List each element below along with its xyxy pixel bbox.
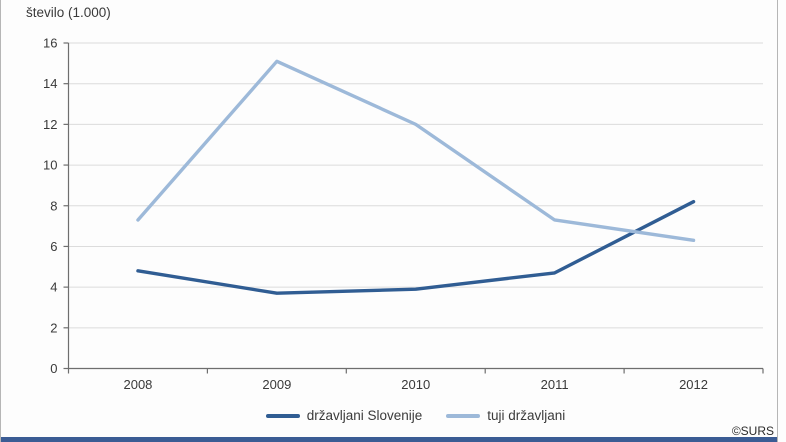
legend-item-tuji-drzavljani: tuji državljani	[446, 408, 565, 423]
y-tick-label: 2	[50, 320, 57, 335]
footer-bar	[1, 437, 777, 442]
y-tick-label: 6	[50, 239, 57, 254]
series-line-1	[136, 59, 696, 243]
y-tick-label: 0	[50, 361, 57, 376]
y-tick-label: 16	[43, 36, 57, 51]
y-tick-label: 10	[43, 158, 57, 173]
x-tick-label: 2008	[123, 377, 152, 392]
y-tick-label: 4	[50, 280, 57, 295]
legend-line-swatch-light	[446, 413, 481, 418]
y-tick-label: 12	[43, 117, 57, 132]
legend-line-swatch-dark	[265, 413, 300, 418]
copyright-label: ©SURS	[731, 424, 774, 438]
x-tick-label: 2010	[401, 377, 430, 392]
x-tick-label: 2009	[262, 377, 291, 392]
x-tick-label: 2011	[541, 377, 569, 392]
series-line-0	[136, 199, 696, 295]
y-axis-unit-label: število (1.000)	[26, 5, 111, 20]
legend-label: tuji državljani	[487, 408, 566, 423]
y-tick-label: 14	[43, 76, 57, 91]
chart-legend: državljani Slovenije tuji državljani	[68, 408, 763, 423]
x-tick-label: 2012	[679, 377, 708, 392]
legend-item-drzavljani-slovenije: državljani Slovenije	[265, 408, 423, 423]
legend-label: državljani Slovenije	[306, 408, 423, 423]
y-tick-label: 8	[50, 198, 57, 213]
